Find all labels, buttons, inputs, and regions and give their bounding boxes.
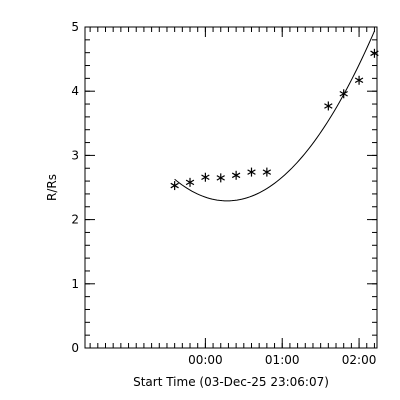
data-point [370,48,379,58]
data-point [339,89,348,99]
asterisk-stroke [201,174,210,180]
data-point [262,167,272,177]
y-axis-label: R/Rs [45,174,59,201]
asterisk-stroke [216,175,225,181]
data-point [201,172,210,182]
y-tick-label: 0 [71,341,79,355]
data-point [247,167,256,177]
asterisk-stroke [370,50,379,57]
data-point [354,75,364,85]
plot-frame [84,26,378,349]
asterisk-stroke [185,179,195,186]
x-axis-label: Start Time (03-Dec-25 23:06:07) [133,375,329,389]
y-tick-label: 1 [71,277,79,291]
y-tick-label: 5 [71,20,79,34]
asterisk-stroke [339,90,348,97]
x-tick-label: 02:00 [342,353,377,367]
tick-labels: 0 1 2 3 4 5 00:00 01:00 02:00 [71,20,376,367]
asterisk-stroke [247,169,256,175]
asterisk-stroke [170,182,179,189]
y-tick-label: 3 [71,148,79,162]
asterisk-stroke [262,169,272,175]
data-point [231,170,241,180]
asterisk-stroke [354,77,364,84]
y-tick-label: 2 [71,213,79,227]
fit-curve [174,30,375,202]
data-point [216,173,225,183]
data-point [324,101,333,111]
data-markers [170,48,379,191]
asterisk-stroke [231,172,241,179]
asterisk-stroke [324,103,333,109]
x-tick-label: 01:00 [265,353,300,367]
data-point [185,177,195,187]
y-tick-label: 4 [71,84,79,98]
x-tick-label: 00:00 [188,353,223,367]
data-point [170,181,179,191]
axis-ticks [85,26,377,349]
